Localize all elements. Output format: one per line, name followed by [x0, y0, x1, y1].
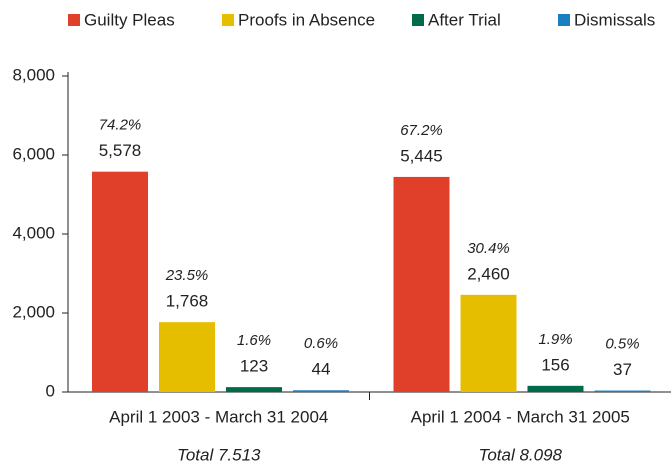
percent-label: 0.5%: [605, 336, 639, 353]
y-tick-label: 0: [46, 381, 55, 400]
bar: [293, 390, 349, 392]
y-tick-label: 8,000: [12, 65, 55, 84]
legend-label: Proofs in Absence: [238, 10, 375, 29]
legend-label: After Trial: [428, 10, 501, 29]
value-label: 5,578: [99, 141, 142, 160]
legend-swatch: [558, 14, 570, 26]
x-tick-label: April 1 2003 - March 31 2004: [109, 407, 328, 426]
bar: [594, 390, 651, 392]
percent-label: 1.6%: [237, 332, 271, 349]
legend-swatch: [412, 14, 424, 26]
legend-label: Dismissals: [574, 10, 655, 29]
value-label: 5,445: [400, 146, 443, 165]
percent-label: 1.9%: [538, 331, 572, 348]
percent-label: 23.5%: [165, 267, 209, 284]
total-label: Total 8.098: [479, 445, 563, 464]
y-tick-label: 4,000: [12, 223, 55, 242]
y-tick-label: 6,000: [12, 144, 55, 163]
value-label: 123: [240, 357, 268, 376]
bar: [159, 322, 215, 392]
percent-label: 30.4%: [467, 240, 510, 257]
value-label: 1,768: [166, 292, 209, 311]
value-label: 44: [312, 360, 331, 379]
value-label: 156: [541, 355, 569, 374]
value-label: 2,460: [467, 264, 510, 283]
value-label: 37: [613, 360, 632, 379]
bar: [393, 176, 450, 392]
percent-label: 67.2%: [400, 122, 443, 139]
x-tick-label: April 1 2004 - March 31 2005: [411, 407, 630, 426]
legend-swatch: [222, 14, 234, 26]
legend-swatch: [68, 14, 80, 26]
bar: [460, 294, 517, 392]
bar: [527, 385, 584, 392]
percent-label: 0.6%: [304, 335, 338, 352]
percent-label: 74.2%: [99, 117, 142, 134]
bar: [226, 387, 282, 392]
legend-label: Guilty Pleas: [84, 10, 175, 29]
bar: [92, 171, 148, 392]
total-label: Total 7.513: [177, 445, 261, 464]
y-tick-label: 2,000: [12, 302, 55, 321]
